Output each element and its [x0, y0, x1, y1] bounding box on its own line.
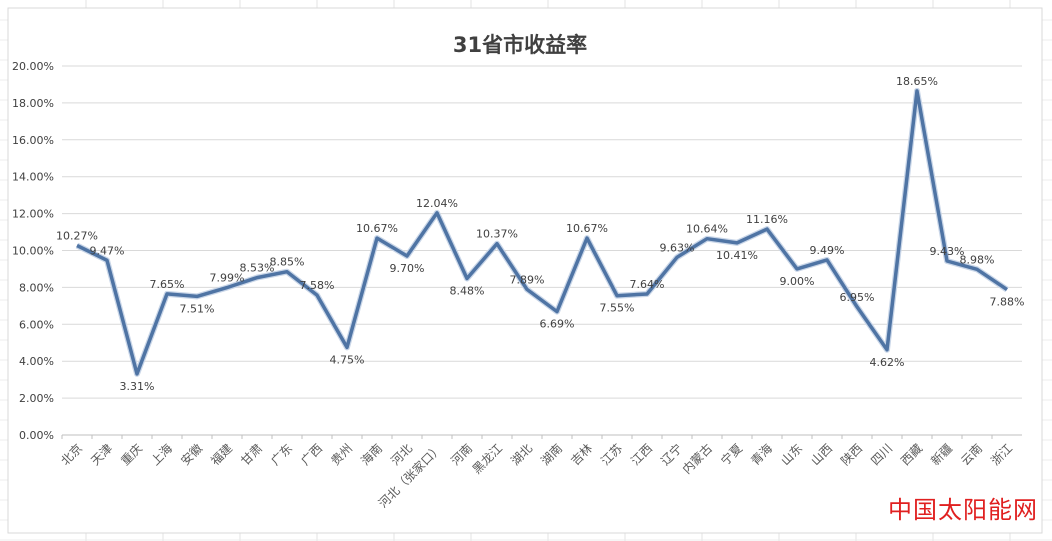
- x-tick-label: 浙江: [988, 441, 1015, 468]
- x-tick-label: 重庆: [118, 441, 145, 468]
- x-tick-label: 江西: [628, 441, 655, 468]
- x-tick-label: 福建: [208, 441, 236, 469]
- y-tick-label: 10.00%: [12, 245, 54, 258]
- x-tick-label: 湖北: [508, 441, 536, 469]
- series-line: [75, 87, 1009, 377]
- x-tick-label: 山东: [778, 441, 805, 468]
- data-label: 9.43%: [930, 245, 965, 258]
- x-tick-label: 吉林: [568, 441, 595, 468]
- y-tick-label: 12.00%: [12, 208, 54, 221]
- data-label: 7.64%: [630, 278, 665, 291]
- y-tick-label: 18.00%: [12, 97, 54, 110]
- data-label: 11.16%: [746, 213, 788, 226]
- data-label: 9.47%: [90, 244, 125, 257]
- x-tick-label: 广西: [298, 441, 325, 468]
- series-line-glow: [75, 87, 1009, 377]
- data-label: 7.55%: [600, 302, 635, 315]
- data-label: 7.58%: [300, 279, 335, 292]
- x-tick-label: 上海: [148, 441, 176, 469]
- x-tick-label: 海南: [358, 441, 386, 469]
- y-tick-label: 14.00%: [12, 171, 54, 184]
- data-label: 8.85%: [270, 256, 305, 269]
- data-label: 7.51%: [180, 302, 215, 315]
- x-tick-label: 贵州: [328, 441, 355, 468]
- series-line-path: [76, 89, 1008, 376]
- x-tick-label: 青海: [748, 441, 776, 469]
- data-label: 9.49%: [810, 244, 845, 257]
- data-labels: 10.27%9.47% 3.31% 7.65% 7.51% 7.99%8.53%8.85…: [56, 75, 1024, 393]
- data-label: 8.98%: [960, 253, 995, 266]
- x-tick-label: 山西: [808, 441, 835, 468]
- data-label: 7.89%: [510, 273, 545, 286]
- x-tick-label: 安徽: [178, 441, 206, 469]
- x-tick-label: 江苏: [598, 441, 625, 468]
- data-label: 9.70%: [390, 262, 425, 275]
- x-tick-label: 甘肃: [238, 441, 265, 468]
- data-label: 6.95%: [840, 291, 875, 304]
- x-tick-label: 北京: [58, 441, 85, 468]
- x-tick-label: 天津: [88, 441, 115, 468]
- data-label: 10.67%: [566, 222, 608, 235]
- y-tick-label: 4.00%: [19, 355, 54, 368]
- data-label: 10.37%: [476, 228, 518, 241]
- y-tick-label: 6.00%: [19, 318, 54, 331]
- watermark-text: 中国太阳能网: [888, 496, 1038, 524]
- data-label: 3.31%: [120, 380, 155, 393]
- data-label: 10.67%: [356, 222, 398, 235]
- data-label: 10.41%: [716, 249, 758, 262]
- x-tick-label: 宁夏: [718, 441, 746, 469]
- y-tick-label: 0.00%: [19, 429, 54, 442]
- chart-title: 31省市收益率: [453, 33, 587, 57]
- chart-area: [7, 7, 1043, 534]
- data-label: 7.88%: [990, 296, 1025, 309]
- x-tick-label: 新疆: [928, 441, 956, 469]
- data-label: 12.04%: [416, 197, 458, 210]
- data-label: 8.53%: [240, 262, 275, 275]
- x-tick-label: 广东: [268, 441, 295, 468]
- data-label: 7.99%: [210, 272, 245, 285]
- data-label: 4.75%: [330, 353, 365, 366]
- x-tick-label: 黑龙江: [470, 441, 505, 476]
- x-tick-label: 内蒙古: [679, 441, 715, 477]
- y-tick-label: 20.00%: [12, 60, 54, 73]
- chart-gridlines: [62, 65, 1022, 436]
- data-label: 7.65%: [150, 278, 185, 291]
- x-tick-label: 辽宁: [658, 441, 686, 469]
- y-tick-label: 2.00%: [19, 392, 54, 405]
- data-label: 8.48%: [450, 285, 485, 298]
- y-tick-label: 16.00%: [12, 134, 54, 147]
- data-label: 9.63%: [660, 241, 695, 254]
- data-label: 9.00%: [780, 275, 815, 288]
- x-tick-label: 西藏: [898, 441, 925, 468]
- x-tick-label: 湖南: [538, 441, 566, 469]
- data-label: 4.62%: [870, 356, 905, 369]
- data-label: 10.27%: [56, 230, 98, 243]
- y-axis-ticks: 0.00% 2.00% 4.00% 6.00% 8.00% 10.00% 12.00% 14.…: [12, 60, 54, 442]
- x-tick-label: 四川: [868, 441, 895, 468]
- x-tick-label: 陕西: [838, 441, 866, 469]
- data-label: 6.69%: [540, 318, 575, 331]
- x-tick-label: 云南: [958, 441, 986, 469]
- data-label: 10.64%: [686, 223, 728, 236]
- x-tick-label: 河南: [448, 441, 476, 469]
- data-label: 18.65%: [896, 75, 938, 88]
- y-tick-label: 8.00%: [19, 281, 54, 294]
